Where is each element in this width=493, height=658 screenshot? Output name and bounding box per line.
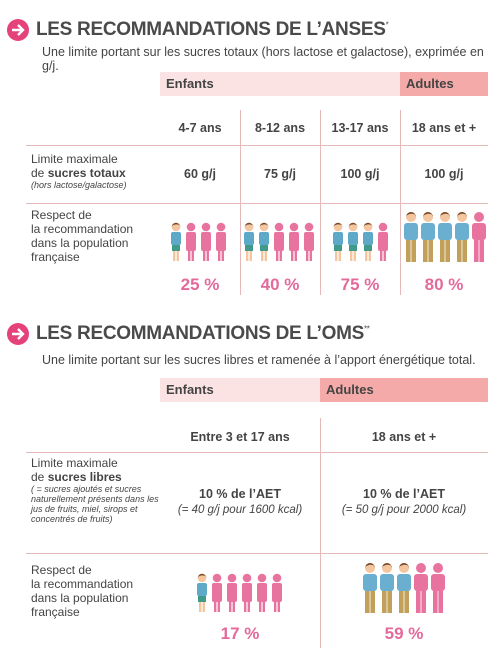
row-label: Respect de la recommandation dans la popul… — [31, 563, 159, 619]
column-header: 18 ans et + — [411, 121, 477, 135]
section-title: LES RECOMMANDATIONS DE L’ANSES* — [36, 19, 389, 41]
text: * — [385, 20, 389, 30]
subtitle: Une limite portant sur les sucres totaux… — [42, 45, 484, 73]
text: la recommandation — [31, 577, 134, 591]
divider — [400, 110, 401, 295]
text: Respect de — [31, 563, 92, 577]
divider — [26, 553, 488, 554]
group-header: Adultes — [320, 378, 488, 402]
value: 100 g/j — [424, 167, 464, 181]
figures — [404, 212, 486, 262]
subtitle: Une limite portant sur les sucres libres… — [42, 353, 476, 367]
text: ( = sucres ajoutés et sucres naturelleme… — [31, 484, 159, 524]
text: la recommandation — [31, 222, 134, 236]
figures — [333, 222, 388, 261]
text: Respect de — [31, 208, 92, 222]
text: ** — [363, 324, 370, 334]
percentage: 75 % — [340, 275, 380, 294]
figures — [363, 563, 445, 613]
figures — [244, 222, 314, 261]
group-header: Enfants — [160, 72, 400, 96]
column-header: 8-12 ans — [254, 121, 306, 135]
text: de — [31, 166, 48, 180]
text: française — [31, 250, 80, 264]
percentage: 17 % — [220, 624, 260, 643]
value: 60 g/j — [184, 167, 216, 181]
text: Limite maximale — [31, 456, 118, 470]
divider — [240, 110, 241, 295]
arrow-icon — [7, 19, 29, 41]
value: 75 g/j — [264, 167, 296, 181]
arrow-icon — [7, 323, 29, 345]
column-header: Entre 3 et 17 ans — [190, 430, 290, 444]
text: sucres totaux — [47, 166, 126, 180]
group-header: Adultes — [400, 72, 488, 96]
figures — [197, 573, 282, 612]
divider — [320, 418, 321, 648]
value-detail: (= 50 g/j pour 2000 kcal) — [341, 504, 467, 516]
value: 100 g/j — [340, 167, 380, 181]
value: 10 % de l’AET — [199, 487, 281, 501]
column-header: 4-7 ans — [178, 121, 222, 135]
divider — [26, 203, 488, 204]
value: 10 % de l’AET — [363, 487, 445, 501]
column-header: 18 ans et + — [371, 430, 437, 444]
percentage: 40 % — [260, 275, 300, 294]
text: française — [31, 605, 80, 619]
text: LES RECOMMANDATIONS DE L’OMS — [36, 323, 364, 344]
text: sucres libres — [47, 470, 122, 484]
text: de — [31, 470, 48, 484]
text: dans la population — [31, 236, 129, 250]
section-title: LES RECOMMANDATIONS DE L’OMS** — [36, 323, 370, 345]
row-label: Respect de la recommandation dans la popul… — [31, 208, 159, 264]
row-label: Limite maximale de sucres libres( = sucre… — [31, 456, 159, 524]
text: LES RECOMMANDATIONS DE L’ANSES — [36, 19, 386, 40]
group-header: Enfants — [160, 378, 320, 402]
percentage: 25 % — [180, 275, 220, 294]
text: dans la population — [31, 591, 129, 605]
text: Limite maximale — [31, 152, 118, 166]
figures — [171, 222, 226, 261]
divider — [26, 145, 488, 146]
row-label: Limite maximale de sucres totaux (hors lac… — [31, 152, 159, 190]
text: (hors lactose/galactose) — [31, 180, 127, 190]
column-header: 13-17 ans — [331, 121, 389, 135]
divider — [26, 452, 488, 453]
divider — [320, 110, 321, 295]
percentage: 80 % — [424, 275, 464, 294]
percentage: 59 % — [384, 624, 424, 643]
value-detail: (= 40 g/j pour 1600 kcal) — [177, 504, 303, 516]
